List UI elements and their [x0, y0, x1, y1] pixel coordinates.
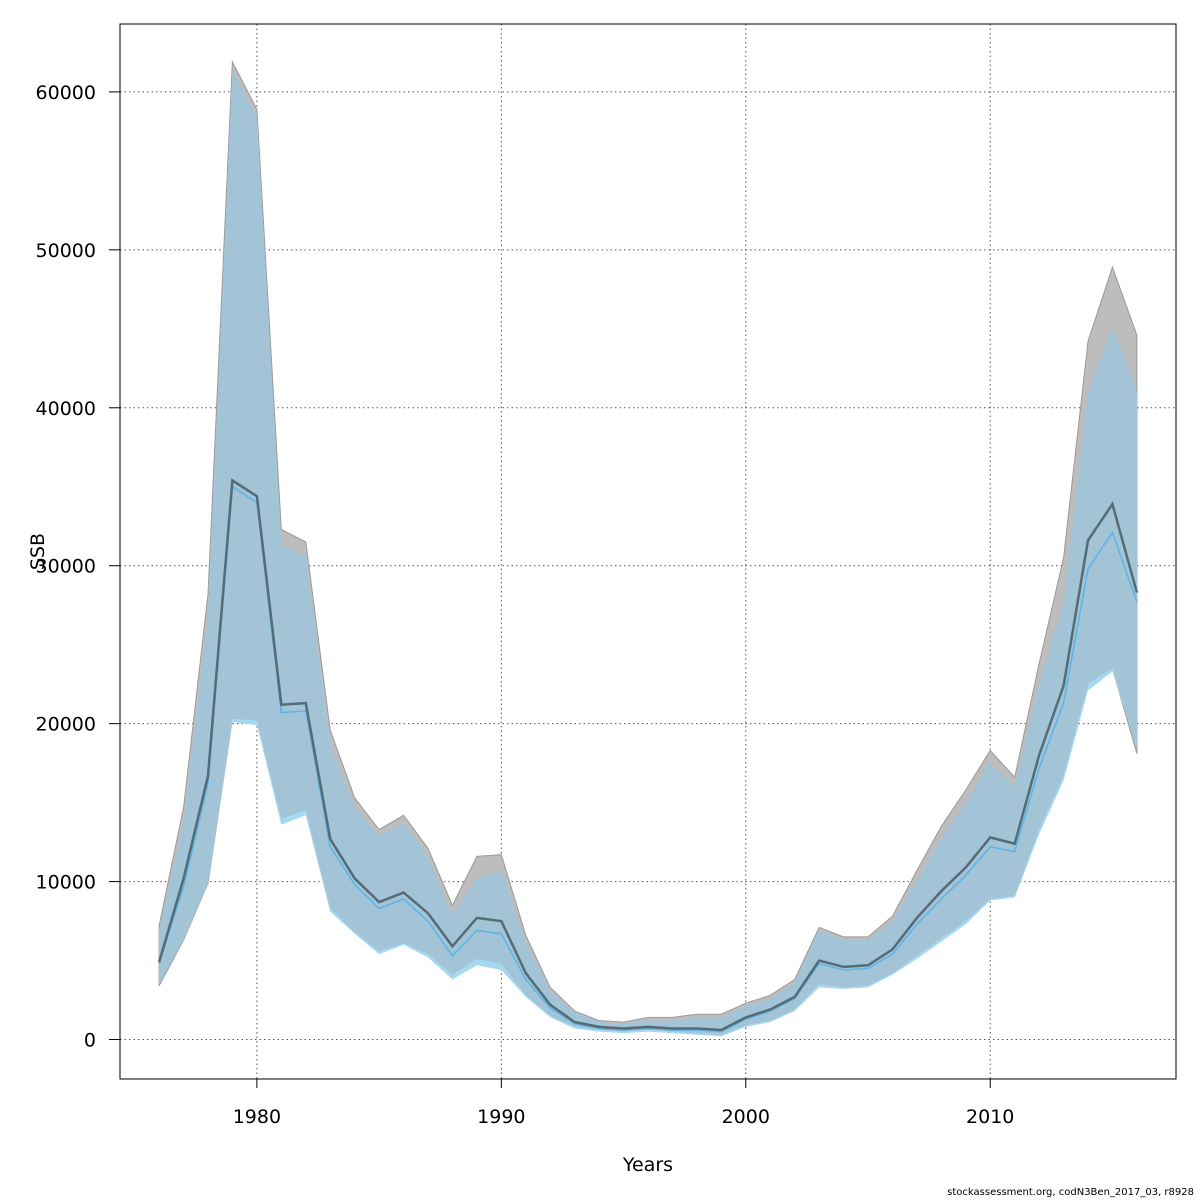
y-axis-title: SSB: [27, 533, 49, 570]
x-tick-label: 1980: [233, 1106, 281, 1128]
band-overlap: [159, 71, 1137, 1035]
y-axis: 0 10000 20000 30000 40000 50000 60000: [36, 82, 120, 1052]
x-tick-label: 2000: [722, 1106, 770, 1128]
footer-credit: stockassessment.org, codN3Ben_2017_03, r…: [947, 1187, 1194, 1198]
x-axis: 1980 1990 2000 2010: [233, 1079, 1014, 1128]
x-axis-title: Years: [622, 1154, 673, 1176]
confidence-bands: [158, 60, 1138, 1037]
x-tick-label: 1990: [477, 1106, 525, 1128]
y-tick-label: 50000: [36, 240, 96, 262]
x-tick-label: 2010: [966, 1106, 1014, 1128]
y-tick-label: 60000: [36, 82, 96, 104]
series-lines: [157, 478, 1139, 1033]
y-tick-label: 20000: [36, 714, 96, 736]
y-tick-label: 30000: [36, 556, 96, 578]
series-line-inner: [158, 485, 1138, 1033]
plot-frame: [119, 23, 1177, 1080]
y-tick-label: 40000: [36, 398, 96, 420]
series-line-outer: [157, 478, 1139, 1032]
y-tick-label: 0: [84, 1030, 96, 1052]
y-tick-label: 10000: [36, 872, 96, 894]
